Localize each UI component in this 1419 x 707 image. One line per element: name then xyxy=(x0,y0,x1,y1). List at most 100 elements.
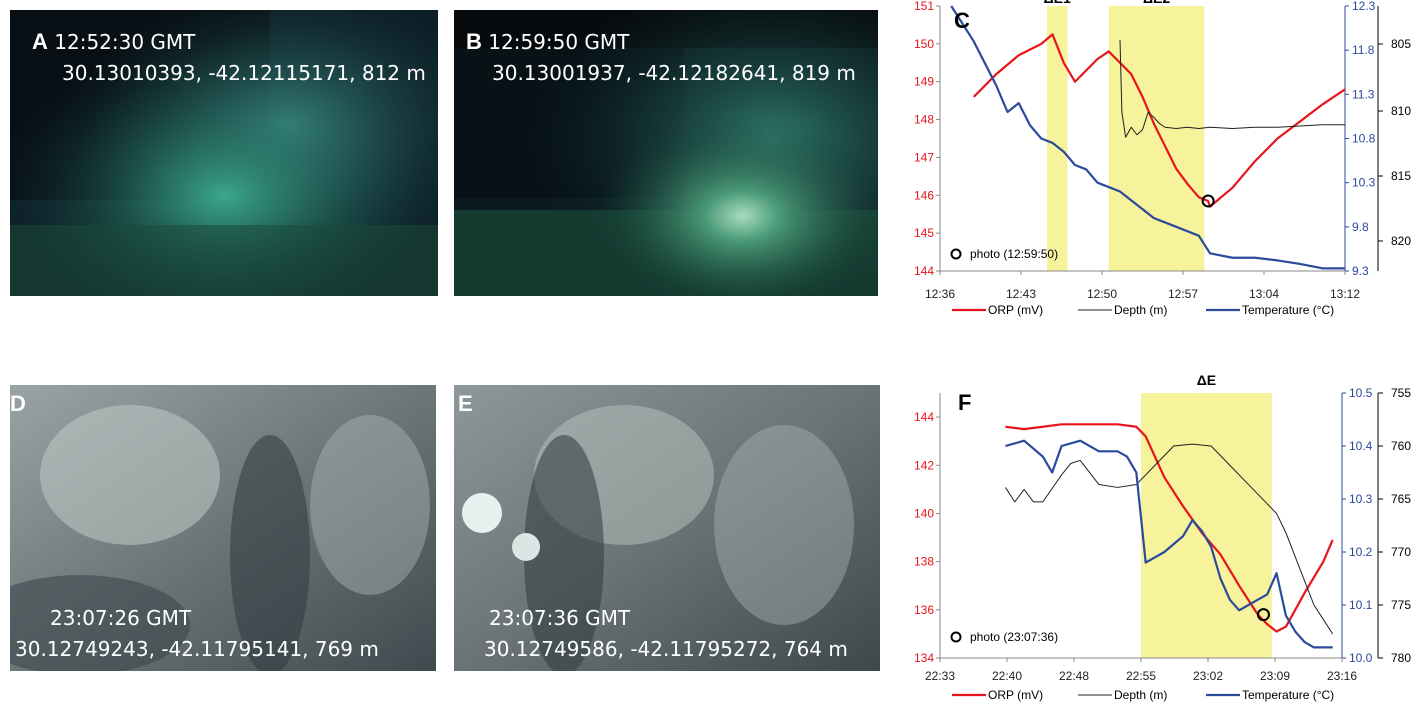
left-tick-label: 145 xyxy=(914,226,934,240)
photo-d-caption: 23:07:26 GMT 30.12749243, -42.11795141, … xyxy=(15,603,379,665)
photo-e-time: 23:07:36 GMT xyxy=(489,606,631,630)
seafloor-photo-d xyxy=(10,385,436,671)
depth-tick-label: 815 xyxy=(1391,169,1411,183)
seafloor-photo-b xyxy=(454,10,878,296)
photo-b-letter: B xyxy=(466,29,482,54)
x-tick-label: 22:48 xyxy=(1059,669,1089,683)
photo-legend-label: photo (23:07:36) xyxy=(970,630,1058,644)
photo-b-time: 12:59:50 GMT xyxy=(488,30,630,54)
legend-label-1: Depth (m) xyxy=(1114,303,1167,317)
legend-label-0: ORP (mV) xyxy=(988,688,1043,702)
chart-f-panel-letter: F xyxy=(958,390,972,415)
x-tick-label: 12:57 xyxy=(1168,287,1198,301)
band-label-0: ΔE1 xyxy=(1044,0,1071,6)
photo-legend-marker xyxy=(950,248,962,260)
right-tick-label: 12.3 xyxy=(1352,0,1376,13)
right-tick-label: 10.2 xyxy=(1349,545,1373,559)
photo-panel-d: D 23:07:26 GMT 30.12749243, -42.11795141… xyxy=(10,385,436,671)
right-tick-label: 9.8 xyxy=(1352,220,1369,234)
seafloor-photo-a xyxy=(10,10,438,296)
series-line-2 xyxy=(1005,439,1333,649)
band-label-1: ΔE2 xyxy=(1143,0,1170,6)
photo-a-time: 12:52:30 GMT xyxy=(54,30,196,54)
band-label-0: ΔE xyxy=(1197,372,1216,388)
left-tick-label: 148 xyxy=(914,113,934,127)
x-tick-label: 12:50 xyxy=(1087,287,1117,301)
photo-d-coords: 30.12749243, -42.11795141, 769 m xyxy=(15,637,379,661)
photo-marker xyxy=(1256,608,1270,622)
seafloor-photo-e xyxy=(454,385,880,671)
chart-c: ΔE1 ΔE2 144 145 146 147 148 149 150 151 9.3 9.8 10.3… xyxy=(914,0,1411,317)
left-tick-label: 136 xyxy=(914,603,934,617)
right-tick-label: 10.3 xyxy=(1349,492,1373,506)
photo-a-letter: A xyxy=(32,29,48,54)
right-tick-label: 10.8 xyxy=(1352,132,1376,146)
depth-tick-label: 805 xyxy=(1391,37,1411,51)
photo-e-caption: 23:07:36 GMT 30.12749586, -42.11795272, … xyxy=(484,603,848,665)
photo-panel-b: B 12:59:50 GMT 30.13001937, -42.12182641… xyxy=(454,10,878,296)
series-line-1 xyxy=(1119,39,1345,138)
photo-b-label: B 12:59:50 GMT 30.13001937, -42.12182641… xyxy=(466,26,856,89)
chart-f: ΔE 134 136 138 140 142 144 10.0 10.1 10.2 10.3 10.4… xyxy=(914,372,1411,702)
chart-c-panel-letter: C xyxy=(954,8,970,33)
left-tick-label: 134 xyxy=(914,651,934,665)
photo-panel-e: E 23:07:36 GMT 30.12749586, -42.11795272… xyxy=(454,385,880,671)
highlight-band-1 xyxy=(1108,6,1205,271)
right-tick-label: 10.1 xyxy=(1349,598,1373,612)
right-tick-label: 11.3 xyxy=(1352,87,1375,101)
left-tick-label: 146 xyxy=(914,188,934,202)
left-tick-label: 138 xyxy=(914,555,934,569)
depth-tick-label: 775 xyxy=(1391,598,1411,612)
right-tick-label: 11.8 xyxy=(1352,43,1375,57)
left-tick-label: 150 xyxy=(914,37,934,51)
photo-a-label: A 12:52:30 GMT 30.13010393, -42.12115171… xyxy=(32,26,426,89)
series-line-0 xyxy=(1005,423,1334,633)
x-tick-label: 12:36 xyxy=(925,287,955,301)
legend-label-0: ORP (mV) xyxy=(988,303,1043,317)
right-tick-label: 10.5 xyxy=(1349,386,1373,400)
left-tick-label: 151 xyxy=(914,0,934,13)
legend-label-1: Depth (m) xyxy=(1114,688,1167,702)
photo-legend-marker xyxy=(950,631,962,643)
left-tick-label: 149 xyxy=(914,75,934,89)
depth-tick-label: 770 xyxy=(1391,545,1411,559)
x-tick-label: 22:40 xyxy=(992,669,1022,683)
photo-d-label: D xyxy=(10,388,26,420)
x-tick-label: 23:16 xyxy=(1327,669,1357,683)
depth-tick-label: 780 xyxy=(1391,651,1411,665)
right-tick-label: 10.4 xyxy=(1349,439,1373,453)
photo-d-letter: D xyxy=(10,391,26,416)
right-tick-label: 10.3 xyxy=(1352,176,1376,190)
right-tick-label: 9.3 xyxy=(1352,264,1369,278)
depth-tick-label: 810 xyxy=(1391,104,1411,118)
depth-tick-label: 755 xyxy=(1391,386,1411,400)
x-tick-label: 12:43 xyxy=(1006,287,1036,301)
right-tick-label: 10.0 xyxy=(1349,651,1373,665)
photo-legend-label: photo (12:59:50) xyxy=(970,247,1058,261)
photo-b-coords: 30.13001937, -42.12182641, 819 m xyxy=(492,61,856,85)
x-tick-label: 13:04 xyxy=(1249,287,1279,301)
left-tick-label: 140 xyxy=(914,506,934,520)
depth-tick-label: 760 xyxy=(1391,439,1411,453)
x-tick-label: 22:33 xyxy=(925,669,955,683)
depth-tick-label: 765 xyxy=(1391,492,1411,506)
photo-e-coords: 30.12749586, -42.11795272, 764 m xyxy=(484,637,848,661)
legend-label-2: Temperature (°C) xyxy=(1242,303,1334,317)
series-line-1 xyxy=(1005,443,1334,635)
series-line-2 xyxy=(950,5,1345,270)
depth-tick-label: 820 xyxy=(1391,234,1411,248)
left-tick-label: 147 xyxy=(914,150,934,164)
series-line-0 xyxy=(972,33,1346,208)
legend-label-2: Temperature (°C) xyxy=(1242,688,1334,702)
x-tick-label: 23:09 xyxy=(1260,669,1290,683)
photo-e-label: E xyxy=(458,388,473,420)
left-tick-label: 142 xyxy=(914,458,934,472)
photo-e-letter: E xyxy=(458,391,473,416)
x-tick-label: 23:02 xyxy=(1193,669,1223,683)
x-tick-label: 22:55 xyxy=(1126,669,1156,683)
highlight-band-0 xyxy=(1141,393,1272,658)
photo-d-time: 23:07:26 GMT xyxy=(50,606,192,630)
x-tick-label: 13:12 xyxy=(1330,287,1360,301)
left-tick-label: 144 xyxy=(914,264,934,278)
photo-marker xyxy=(1201,194,1215,208)
